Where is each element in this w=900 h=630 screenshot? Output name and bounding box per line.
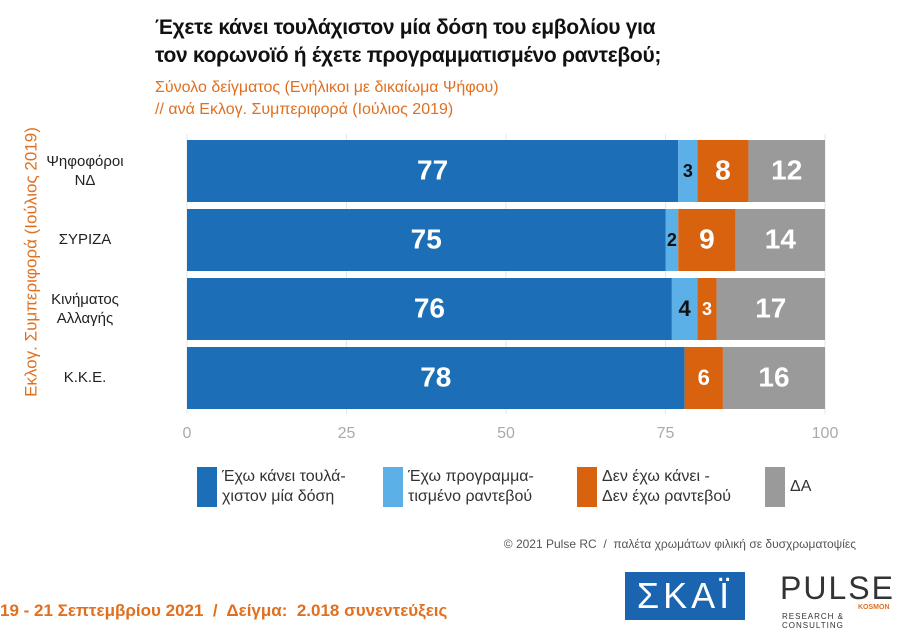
category-label: Κ.Κ.Ε. [63,369,107,386]
bar-segment [735,209,825,271]
legend-swatch [197,467,217,507]
value-label: 78 [420,361,451,392]
legend-label: ΔΑ [790,478,812,495]
value-label: 3 [683,161,693,181]
y-axis-label: Εκλογ. Συμπεριφορά (Ιούλιος 2019) [21,127,40,397]
legend-label: Έχω προγραμμα- τισμένο ραντεβού [408,468,534,505]
bar-segment [678,209,736,271]
x-tick-label: 50 [497,425,515,442]
pulse-kosmon: KOSMON [858,604,890,611]
legend-swatch [765,467,785,507]
x-tick-label: 75 [657,425,675,442]
credit: © 2021 Pulse RC / παλέτα χρωμάτων φιλική… [503,537,856,551]
value-label: 77 [417,154,448,185]
x-tick-label: 25 [338,425,356,442]
value-label: 16 [758,361,789,392]
legend-label: Δεν έχω κάνει - Δεν έχω ραντεβού [602,468,731,505]
value-label: 4 [679,296,692,321]
bar-segment [665,209,679,271]
value-label: 12 [771,154,802,185]
fieldwork: 19 - 21 Σεπτεμβρίου 2021 / Δείγμα: 2.018… [0,601,448,620]
bar-segment [187,347,685,409]
chart-subtitle: Σύνολο δείγματος (Ενήλικοι με δικαίωμα Ψ… [155,79,499,118]
pulse-logo: PULSE [780,570,895,606]
bar-segment [187,278,672,340]
bar-segment [722,347,825,409]
bar-segment [678,140,698,202]
category-label: Κινήματος Αλλαγής [51,291,119,327]
legend-swatch [577,467,597,507]
bar-segment [748,140,825,202]
value-label: 3 [702,299,712,319]
skai-logo: ΣΚΑΪ [625,572,745,620]
legend-swatch [383,467,403,507]
value-label: 76 [414,292,445,323]
value-label: 14 [765,223,797,254]
chart-title: Έχετε κάνει τουλάχιστον μία δόση του εμβ… [155,16,662,67]
value-label: 17 [755,292,786,323]
value-label: 8 [715,154,731,185]
bar-segment [187,140,679,202]
bar-segment [684,347,723,409]
legend-label: Έχω κάνει τουλά- χιστον μία δόση [222,468,346,505]
category-label: Ψηφοφόροι ΝΔ [46,153,124,189]
category-label: ΣΥΡΙΖΑ [58,231,112,248]
value-label: 9 [699,223,715,254]
value-label: 75 [411,223,442,254]
x-tick-label: 0 [183,425,192,442]
bar-segment [697,278,717,340]
value-label: 2 [667,230,677,250]
x-tick-label: 100 [812,425,839,442]
bar-segment [716,278,825,340]
bar-segment [187,209,666,271]
bar-segment [671,278,698,340]
pulse-sub: RESEARCH & CONSULTING [782,612,845,630]
bar-segment [697,140,749,202]
value-label: 6 [698,365,710,390]
